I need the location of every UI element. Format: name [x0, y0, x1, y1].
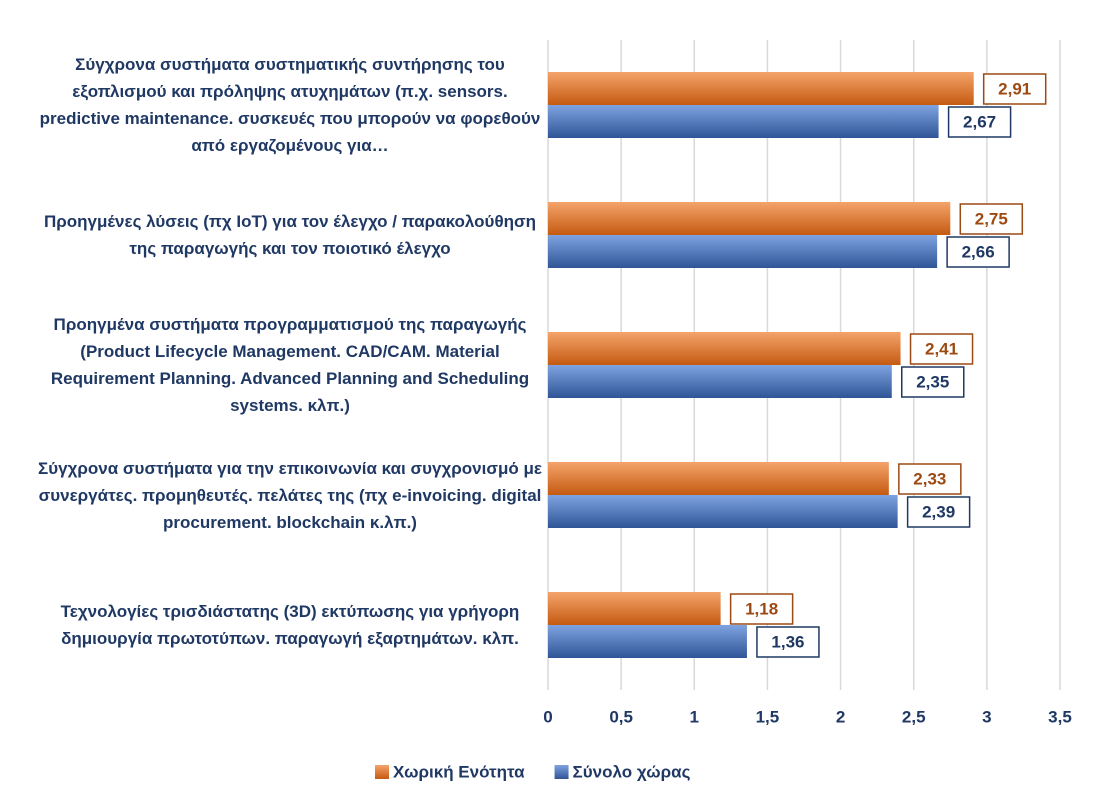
x-tick-label: 3,5: [1048, 707, 1072, 726]
data-label-box: [982, 73, 1047, 105]
data-label-box: [909, 333, 974, 365]
data-label-box: [906, 496, 971, 528]
x-tick-label: 0,5: [609, 707, 633, 726]
category-label: Προηγμένες λύσεις (πχ IoT) για τον έλεγχ…: [43, 212, 537, 258]
bar: [548, 202, 951, 235]
bar: [548, 495, 898, 528]
x-tick-label: 2,5: [902, 707, 926, 726]
bar: [548, 235, 938, 268]
legend-label: Χωρική Ενότητα: [393, 762, 525, 781]
bar: [548, 365, 892, 398]
x-tick-label: 0: [543, 707, 552, 726]
data-label-box: [898, 463, 962, 495]
category-label: Τεχνολογίες τρισδιάστατης (3D) εκτύπωσης…: [60, 602, 520, 648]
bar: [548, 592, 721, 625]
x-tick-label: 1: [690, 707, 699, 726]
legend-swatch: [375, 765, 389, 779]
category-label: Σύγχρονα συστήματα για την επικοινωνία κ…: [38, 458, 542, 532]
data-label: 2,66: [962, 242, 995, 261]
data-label: 1,36: [771, 632, 804, 651]
data-label-box: [901, 366, 965, 398]
legend-swatch: [554, 765, 569, 779]
bar: [548, 625, 747, 658]
data-label-box: [946, 236, 1010, 268]
data-label-box: [959, 203, 1024, 235]
bar: [548, 332, 901, 365]
x-tick-label: 1,5: [756, 707, 780, 726]
data-label-box: [729, 593, 794, 625]
bar: [548, 105, 939, 138]
data-label: 2,35: [916, 372, 949, 391]
data-label: 2,67: [963, 112, 996, 131]
data-label: 1,18: [745, 599, 778, 618]
data-label: 2,41: [925, 339, 958, 358]
x-tick-label: 3: [982, 707, 991, 726]
x-tick-label: 2: [836, 707, 845, 726]
data-label-box: [756, 626, 820, 658]
bar: [548, 462, 889, 495]
data-label: 2,39: [922, 502, 955, 521]
data-label: 2,75: [975, 209, 1008, 228]
data-label: 2,91: [998, 79, 1031, 98]
category-label: Σύγχρονα συστήματα συστηματικής συντήρησ…: [39, 55, 541, 155]
legend-label: Σύνολο χώρας: [573, 762, 691, 781]
bar: [548, 72, 974, 105]
data-label: 2,33: [913, 469, 946, 488]
data-label-box: [947, 106, 1012, 138]
category-label: Προηγμένα συστήματα προγραμματισμού της …: [50, 315, 530, 415]
